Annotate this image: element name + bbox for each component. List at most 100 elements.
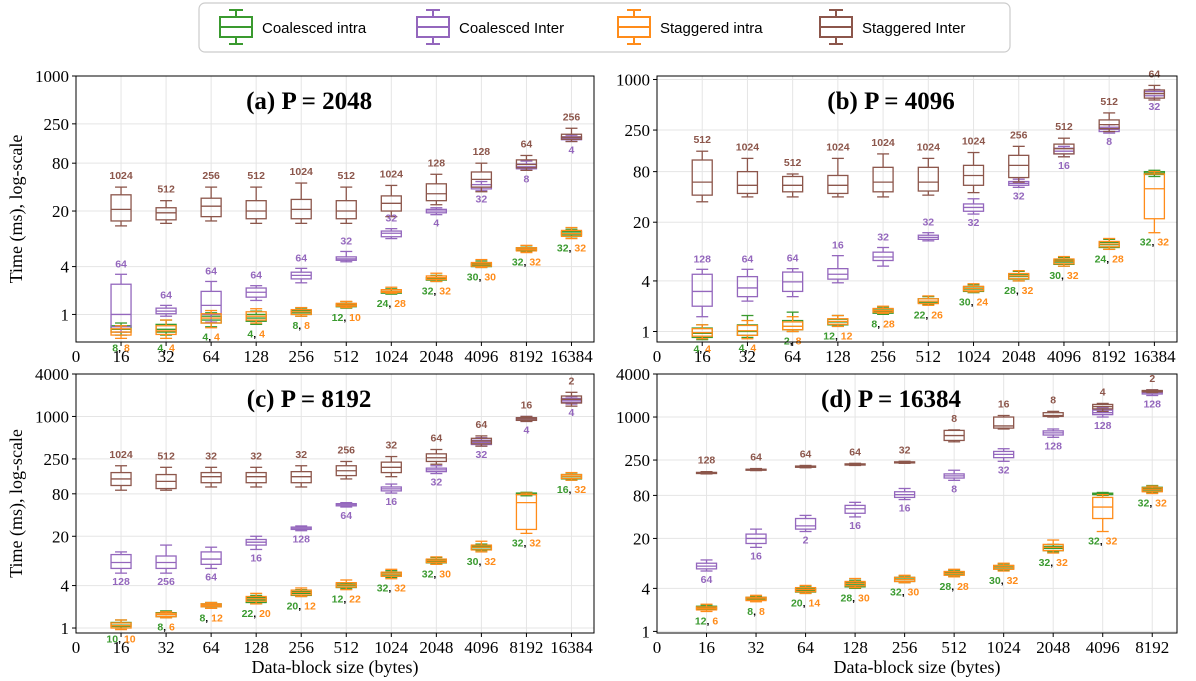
plot-frame	[75, 75, 595, 343]
x-tick-label: 16384	[1133, 347, 1176, 366]
annotation-staggered-inter: 8	[951, 413, 957, 425]
annotation-intra-pair: 22, 20	[242, 608, 271, 620]
box-staggered-inter	[745, 467, 767, 472]
annotation-coalesced-inter: 64	[787, 253, 799, 265]
x-tick-label: 4096	[1086, 638, 1120, 657]
box-staggered-intra	[993, 562, 1015, 572]
x-tick-label: 32	[748, 638, 765, 657]
annotation-coalesced-intra: 32	[422, 568, 434, 580]
annotation-coalesced-inter: 128	[1044, 440, 1062, 452]
x-tick-label: 128	[243, 638, 269, 657]
annotation-coalesced-intra: 32	[422, 285, 434, 297]
annotation-intra-pair: 4, 4	[202, 332, 220, 344]
box-coalesced-inter	[691, 268, 713, 318]
annotation-staggered-intra: 32	[529, 537, 541, 549]
annotation-staggered-inter: 512	[247, 170, 265, 182]
annotation-staggered-intra: 8	[759, 606, 765, 618]
box-staggered-intra	[1092, 493, 1114, 533]
annotation-coalesced-inter: 32	[877, 231, 889, 243]
annotation-staggered-inter: 1024	[109, 449, 133, 461]
box-staggered-intra	[917, 295, 939, 306]
annotation-coalesced-inter: 32	[385, 213, 397, 225]
annotation-coalesced-inter: 64	[295, 252, 307, 264]
box-coalesced-inter	[943, 469, 965, 481]
annotation-staggered-inter: 1024	[826, 141, 850, 153]
box-staggered-intra	[380, 286, 402, 294]
annotation-staggered-inter: 64	[431, 432, 443, 444]
box-staggered-intra	[470, 258, 493, 269]
annotation-staggered-inter: 32	[295, 449, 307, 461]
annotation-staggered-inter: 32	[250, 450, 262, 462]
annotation-staggered-intra: 32	[1056, 557, 1068, 569]
legend-staggered-inter: Staggered Inter	[819, 9, 965, 45]
annotation-coalesced-intra: 4	[247, 328, 253, 340]
annotation-staggered-intra: 32	[1067, 270, 1079, 282]
x-tick-label: 1024	[374, 638, 409, 657]
annotation-staggered-intra: 28	[394, 298, 406, 310]
annotation-coalesced-intra: 8	[871, 318, 877, 330]
x-tick-label: 16384	[550, 638, 593, 657]
annotation-staggered-inter: 1024	[871, 137, 895, 149]
box-coalesced-inter	[794, 514, 817, 533]
annotation-coalesced-inter: 128	[693, 253, 711, 265]
annotation-intra-pair: 32, 30	[890, 587, 919, 599]
box-staggered-inter	[1141, 389, 1163, 394]
box-coalesced-inter	[872, 246, 894, 267]
annotation-intra-pair: 28, 32	[1004, 285, 1033, 297]
box-staggered-inter	[290, 182, 312, 224]
annotation-coalesced-intra: 30	[1049, 270, 1061, 282]
box-staggered-inter	[917, 157, 939, 196]
y-tick-label: 250	[625, 451, 651, 470]
box-coalesced-inter	[425, 465, 447, 475]
annotation-coalesced-inter: 16	[832, 240, 844, 252]
annotation-intra-pair: 12, 12	[823, 330, 852, 342]
annotation-staggered-inter: 1024	[917, 141, 941, 153]
x-tick-label: 128	[243, 347, 269, 366]
box-staggered-intra	[335, 300, 357, 309]
annotation-staggered-intra: 32	[1007, 575, 1019, 587]
annotation-intra-pair: 8, 8	[747, 606, 765, 618]
y-tick-label: 1000	[616, 70, 650, 89]
x-tick-label: 512	[334, 347, 360, 366]
annotation-staggered-inter: 128	[698, 455, 716, 467]
annotation-staggered-intra: 28	[883, 318, 895, 330]
box-staggered-intra	[691, 324, 713, 340]
x-tick-label: 32	[158, 638, 175, 657]
annotation-staggered-intra: 6	[712, 615, 718, 627]
annotation-intra-pair: 32, 32	[1039, 557, 1068, 569]
legend-label: Coalesced Inter	[459, 20, 564, 37]
annotation-staggered-intra: 30	[908, 587, 920, 599]
box-staggered-inter	[380, 184, 402, 218]
box-staggered-inter	[943, 429, 965, 443]
annotation-staggered-inter: 512	[157, 450, 175, 462]
x-tick-label: 64	[203, 638, 221, 657]
annotation-staggered-inter: 128	[473, 146, 491, 158]
annotation-staggered-intra: 10	[349, 312, 361, 324]
annotation-coalesced-inter: 32	[1013, 190, 1025, 202]
legend: Coalesced intra Coalesced Inter Staggered …	[198, 2, 1011, 53]
box-staggered-intra	[844, 577, 866, 589]
annotation-staggered-intra: 32	[574, 243, 586, 255]
annotation-coalesced-inter: 128	[112, 576, 130, 588]
box-staggered-intra	[1008, 270, 1030, 282]
annotation-intra-pair: 20, 14	[791, 597, 820, 609]
annotation-intra-pair: 8, 8	[292, 320, 310, 332]
annotation-intra-pair: 32, 32	[422, 285, 451, 297]
annotation-coalesced-inter: 16	[250, 552, 262, 564]
annotation-staggered-inter: 64	[521, 138, 533, 150]
annotation-staggered-inter: 512	[1100, 96, 1118, 108]
x-tick-label: 64	[797, 638, 815, 657]
annotation-coalesced-inter: 32	[922, 217, 934, 229]
annotation-staggered-inter: 1024	[962, 136, 986, 148]
x-tick-label: 128	[825, 347, 851, 366]
y-tick-label: 1000	[35, 407, 69, 426]
annotation-staggered-intra: 32	[394, 583, 406, 595]
annotation-staggered-intra: 32	[484, 556, 496, 568]
box-staggered-intra	[245, 308, 267, 324]
y-axis-title: Time (ms), log-scale	[6, 135, 27, 284]
panel-title: (d) P = 16384	[821, 386, 961, 413]
legend-staggered-intra: Staggered intra	[617, 9, 763, 45]
box-staggered-inter	[290, 465, 312, 488]
box-staggered-intra	[745, 594, 767, 603]
annotation-coalesced-intra: 32	[557, 243, 569, 255]
